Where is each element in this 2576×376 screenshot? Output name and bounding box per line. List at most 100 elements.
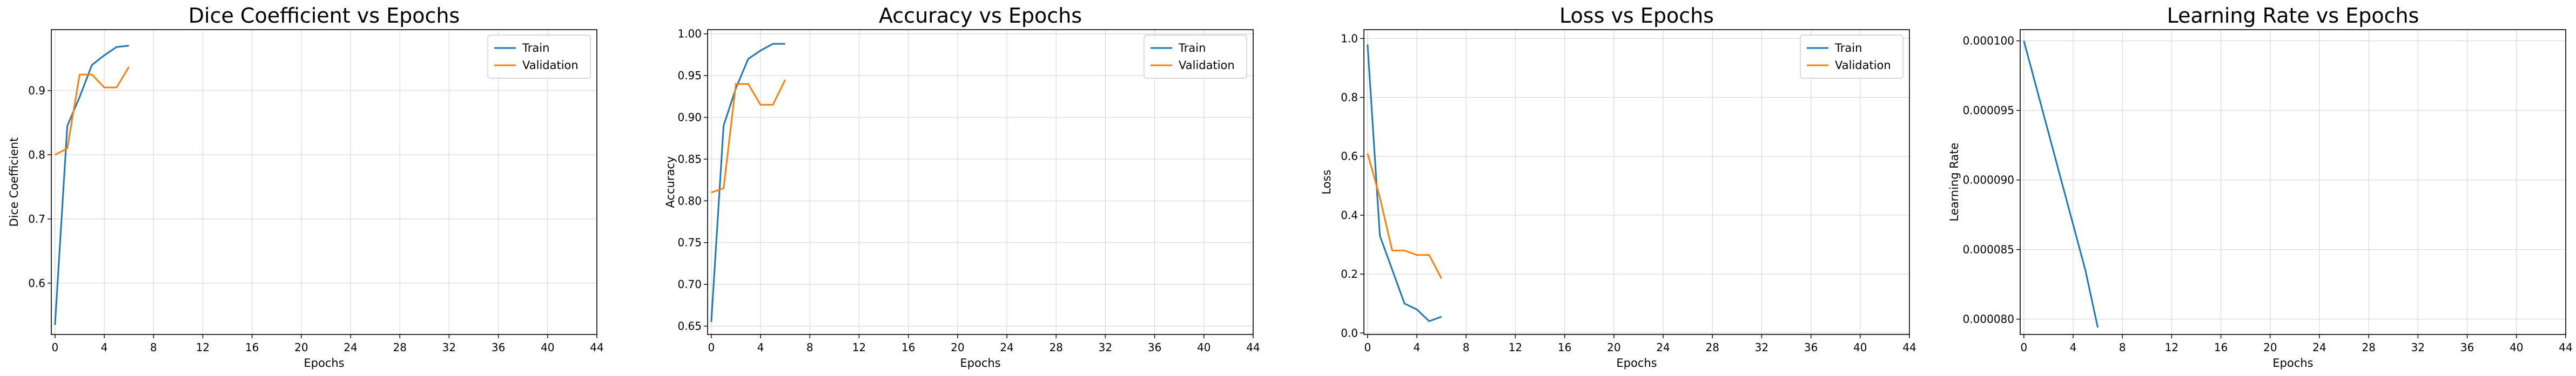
x-tick-label: 32 bbox=[1755, 341, 1768, 354]
x-tick-label: 36 bbox=[2460, 341, 2474, 354]
y-tick-label: 0.6 bbox=[1341, 150, 1358, 163]
y-axis-label: Learning Rate bbox=[1948, 143, 1961, 222]
y-tick-label: 0.4 bbox=[1341, 209, 1358, 222]
axes-frame bbox=[1363, 29, 1910, 335]
x-tick-label: 40 bbox=[2510, 341, 2523, 354]
chart-title: Dice Coefficient vs Epochs bbox=[189, 4, 460, 28]
legend-box bbox=[487, 35, 591, 79]
x-tick-label: 12 bbox=[852, 341, 866, 354]
y-tick-label: 0.75 bbox=[677, 236, 702, 249]
x-tick-label: 16 bbox=[1558, 341, 1571, 354]
chart-2: 0 4 8 12 16 20 24 28 32 36 40 44 0.65 0.70 0.75 0.80 0.8… bbox=[664, 4, 1260, 370]
y-tick-label: 0.000085 bbox=[1963, 243, 2014, 256]
legend-box bbox=[1144, 35, 1247, 79]
x-tick-label: 20 bbox=[1607, 341, 1620, 354]
series-line-train bbox=[710, 43, 785, 322]
x-tick-label: 4 bbox=[2070, 341, 2077, 354]
chart-title: Learning Rate vs Epochs bbox=[2167, 4, 2419, 28]
series-line-learning-rate bbox=[2023, 40, 2099, 328]
x-tick-label: 44 bbox=[1902, 341, 1916, 354]
x-tick-label: 8 bbox=[806, 341, 813, 354]
y-tick-label: 0.85 bbox=[677, 153, 702, 166]
axes-frame bbox=[51, 29, 597, 335]
x-tick-label: 32 bbox=[2411, 341, 2425, 354]
x-tick-label: 0 bbox=[708, 341, 715, 354]
y-tick-label: 0.80 bbox=[677, 194, 702, 207]
y-tick-label: 0.8 bbox=[1341, 91, 1358, 104]
x-tick-label: 44 bbox=[1246, 341, 1260, 354]
y-tick-label: 0.95 bbox=[677, 69, 702, 82]
x-tick-label: 20 bbox=[2263, 341, 2277, 354]
x-tick-label: 36 bbox=[1804, 341, 1818, 354]
x-axis-label: Epochs bbox=[2272, 357, 2313, 370]
y-tick-label: 0.6 bbox=[28, 277, 45, 290]
legend-label: Train bbox=[1834, 42, 1862, 54]
x-tick-label: 28 bbox=[1049, 341, 1062, 354]
y-tick-label: 0.70 bbox=[677, 278, 702, 291]
x-axis-label: Epochs bbox=[1616, 357, 1657, 370]
y-tick-label: 1.0 bbox=[1341, 32, 1358, 45]
y-tick-label: 0.000090 bbox=[1963, 174, 2014, 187]
x-tick-label: 16 bbox=[902, 341, 915, 354]
y-tick-label: 0.000095 bbox=[1963, 104, 2014, 117]
series-line-validation bbox=[1367, 153, 1442, 279]
y-tick-label: 0.8 bbox=[28, 148, 45, 161]
x-tick-label: 4 bbox=[1414, 341, 1421, 354]
legend-label: Validation bbox=[1179, 59, 1235, 72]
chart-title: Accuracy vs Epochs bbox=[879, 4, 1082, 28]
x-tick-label: 32 bbox=[442, 341, 456, 354]
y-tick-label: 0.90 bbox=[677, 111, 702, 124]
x-tick-label: 40 bbox=[541, 341, 554, 354]
y-tick-label: 0.000080 bbox=[1963, 313, 2014, 326]
chart-title: Loss vs Epochs bbox=[1559, 4, 1714, 28]
x-tick-label: 44 bbox=[590, 341, 603, 354]
axes-frame bbox=[707, 29, 1254, 335]
series-line-train bbox=[54, 45, 129, 325]
legend-box bbox=[1800, 35, 1904, 79]
chart-3: 0 4 8 12 16 20 24 28 32 36 40 44 0.0 0.2 0.4 0.6 0.8 1.0 L… bbox=[1320, 4, 1916, 370]
x-tick-label: 24 bbox=[2312, 341, 2326, 354]
chart-4: 0 4 8 12 16 20 24 28 32 36 40 44 0.000080 0.000085 0.0… bbox=[1948, 4, 2573, 370]
x-tick-label: 4 bbox=[757, 341, 764, 354]
y-tick-label: 0.65 bbox=[677, 320, 702, 333]
legend-label: Train bbox=[522, 42, 549, 54]
x-tick-label: 40 bbox=[1197, 341, 1210, 354]
x-tick-label: 24 bbox=[1656, 341, 1670, 354]
y-axis-label: Accuracy bbox=[664, 156, 677, 208]
x-tick-label: 24 bbox=[344, 341, 357, 354]
x-tick-label: 4 bbox=[101, 341, 108, 354]
x-tick-label: 20 bbox=[294, 341, 308, 354]
x-tick-label: 44 bbox=[2559, 341, 2572, 354]
x-tick-label: 16 bbox=[245, 341, 259, 354]
x-axis-label: Epochs bbox=[960, 357, 1000, 370]
x-tick-label: 20 bbox=[951, 341, 964, 354]
x-tick-label: 0 bbox=[2020, 341, 2027, 354]
y-tick-label: 0.000100 bbox=[1963, 35, 2014, 47]
x-tick-label: 28 bbox=[2362, 341, 2375, 354]
x-tick-label: 36 bbox=[1148, 341, 1161, 354]
y-tick-label: 0.7 bbox=[28, 213, 45, 225]
series-line-train bbox=[1367, 44, 1442, 322]
chart-1: 0 4 8 12 16 20 24 28 32 36 40 44 0.6 0.7 0.8 0.9 Dice Co… bbox=[8, 4, 604, 370]
x-tick-label: 12 bbox=[196, 341, 210, 354]
x-tick-label: 24 bbox=[1000, 341, 1013, 354]
x-tick-label: 32 bbox=[1099, 341, 1112, 354]
legend: Train Validation bbox=[1144, 35, 1247, 79]
x-axis-label: Epochs bbox=[304, 357, 344, 370]
legend-label: Validation bbox=[1835, 59, 1891, 72]
legend: Train Validation bbox=[487, 35, 591, 79]
x-tick-label: 8 bbox=[1463, 341, 1470, 354]
x-tick-label: 28 bbox=[1705, 341, 1719, 354]
legend-label: Validation bbox=[522, 59, 579, 72]
x-tick-label: 28 bbox=[393, 341, 406, 354]
x-tick-label: 8 bbox=[150, 341, 157, 354]
x-tick-label: 12 bbox=[2165, 341, 2178, 354]
y-tick-label: 1.00 bbox=[677, 28, 702, 40]
axes-frame bbox=[2020, 29, 2566, 335]
legend: Train Validation bbox=[1800, 35, 1904, 79]
x-tick-label: 0 bbox=[51, 341, 58, 354]
y-axis-label: Dice Coefficient bbox=[8, 138, 21, 227]
x-tick-label: 12 bbox=[1509, 341, 1522, 354]
y-axis-label: Loss bbox=[1320, 169, 1333, 194]
